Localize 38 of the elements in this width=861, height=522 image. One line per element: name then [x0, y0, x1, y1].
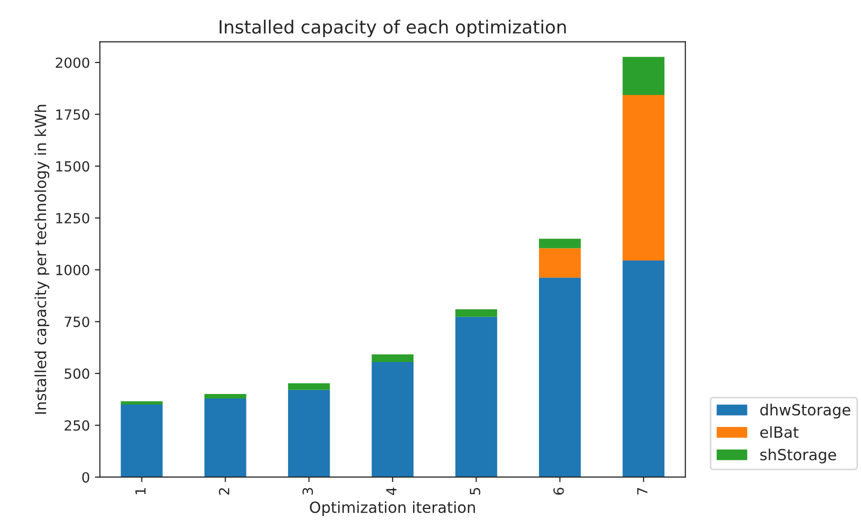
x-tick-label: 4 [386, 488, 396, 495]
bar [288, 390, 330, 478]
y-tick-label: 1500 [56, 161, 90, 172]
y-tick-label: 750 [64, 316, 90, 328]
x-tick-label: 7 [637, 488, 648, 495]
x-axis-title: Optimization iteration [310, 501, 475, 516]
bar [372, 354, 414, 362]
bar [622, 56, 664, 96]
legend-label: dhwStorage [760, 404, 850, 419]
bar [204, 398, 246, 478]
x-tick-label: 2 [218, 488, 230, 495]
bar [288, 383, 330, 390]
legend-label: elBat [760, 426, 799, 438]
y-tick-label: 1000 [56, 264, 90, 276]
x-tick-label: 5 [470, 488, 480, 495]
x-tick-label: 6 [553, 488, 564, 495]
bar [622, 260, 664, 478]
y-tick-label: 500 [64, 368, 90, 379]
bar [538, 278, 581, 478]
bar [120, 404, 163, 478]
y-tick-label: 250 [64, 420, 90, 431]
legend-label: shStorage [760, 448, 836, 464]
y-tick-label: 1750 [56, 109, 90, 120]
bar [538, 238, 581, 248]
chart-title: Installed capacity of each optimization [220, 20, 566, 38]
bar [455, 316, 498, 478]
x-tick-label: 3 [302, 488, 314, 495]
y-tick-label: 2000 [56, 57, 90, 68]
x-tick-label: 1 [135, 488, 146, 494]
y-axis-title: Installed capacity per technology in kWh [34, 104, 50, 414]
bar [538, 248, 581, 278]
bar [204, 394, 246, 399]
y-tick-label: 1250 [56, 212, 90, 224]
y-tick-label: 0 [82, 472, 90, 483]
bar [622, 95, 664, 260]
bar [120, 401, 163, 405]
bar [372, 362, 414, 478]
bar [455, 309, 498, 317]
